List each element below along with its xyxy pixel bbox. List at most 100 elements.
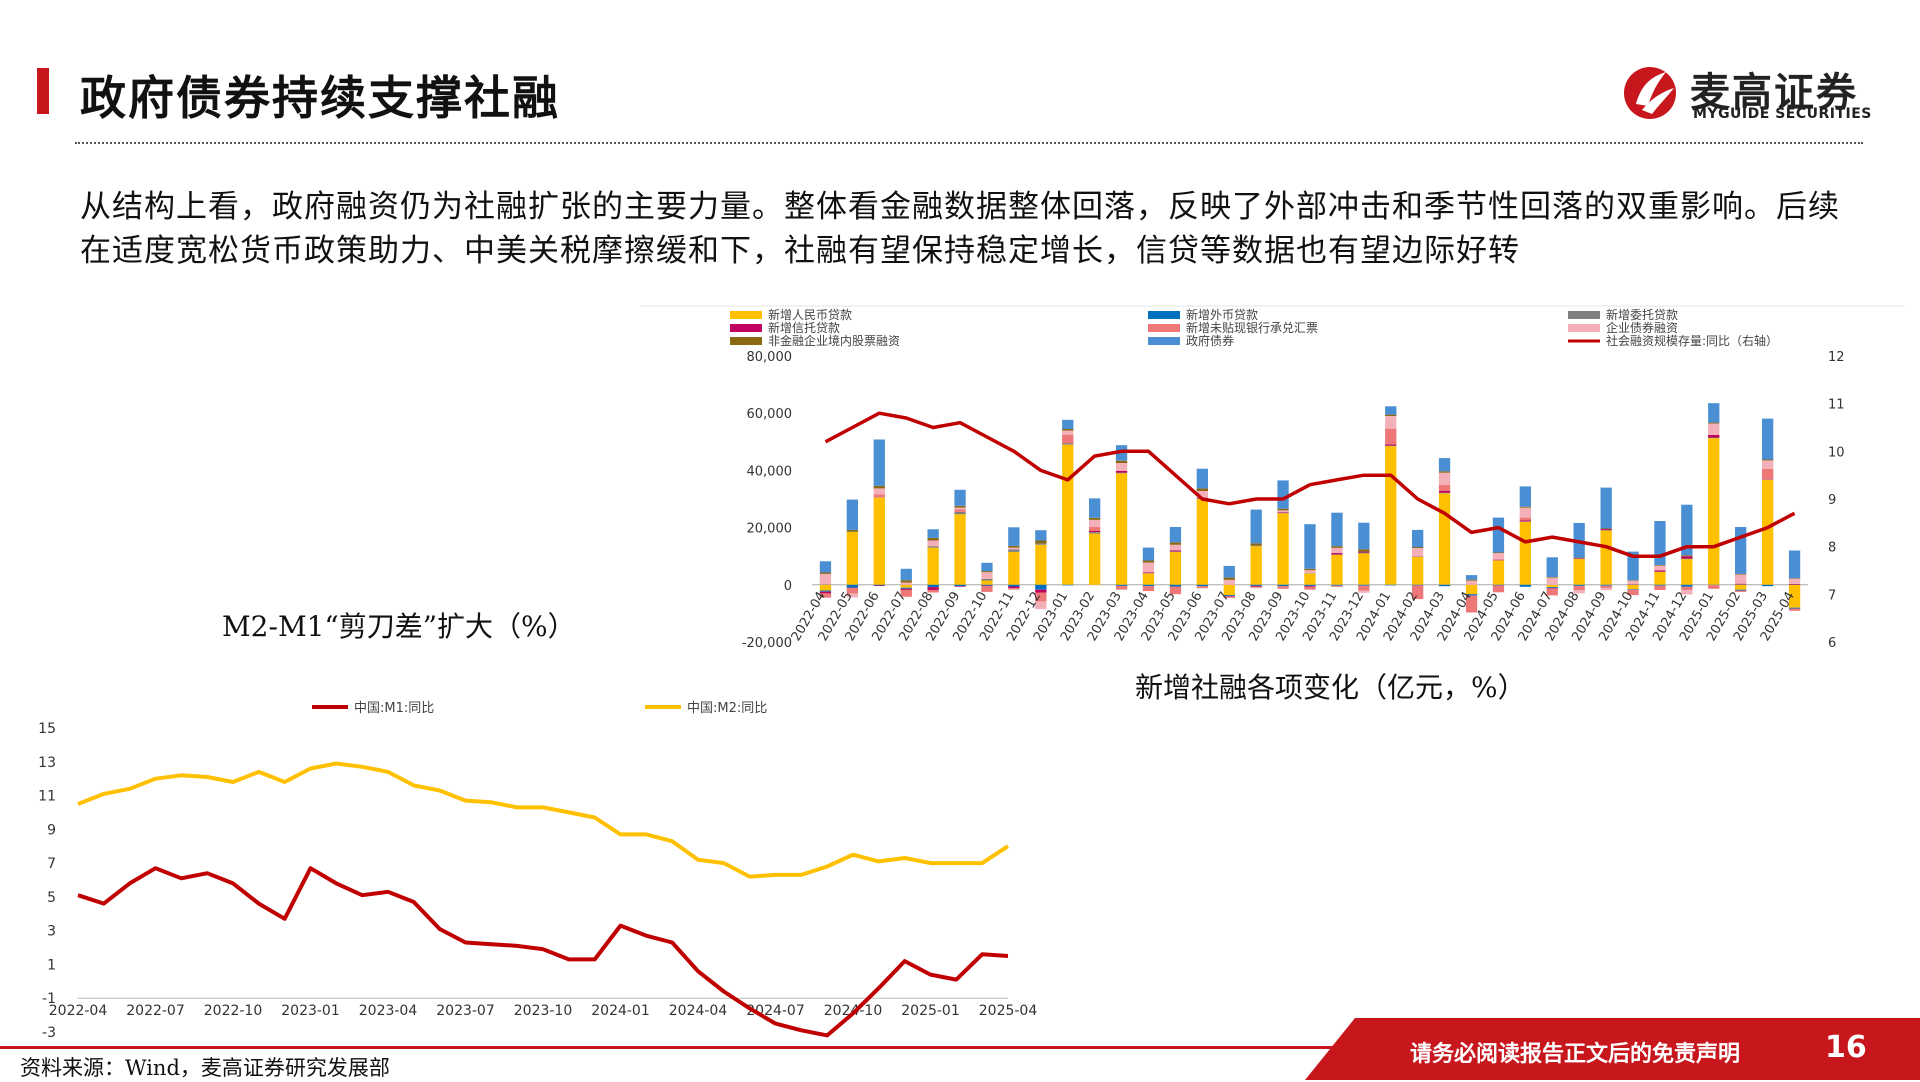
bar-segment <box>1493 518 1504 553</box>
bar-segment <box>1601 530 1612 531</box>
bar-segment <box>1708 403 1719 422</box>
bar-segment <box>1089 533 1100 585</box>
bar-segment <box>1493 553 1504 554</box>
bar-segment <box>1439 585 1450 586</box>
legend-label: 新增未贴现银行承兑汇票 <box>1186 320 1318 335</box>
bar-segment <box>1035 545 1046 585</box>
bar-segment <box>1143 548 1154 561</box>
bar-segment <box>1008 588 1019 589</box>
bar-segment <box>1735 575 1746 584</box>
bar-segment <box>1520 518 1531 521</box>
legend-label: 政府债券 <box>1186 333 1234 348</box>
bar-segment <box>1062 429 1073 431</box>
bar-segment <box>1008 587 1019 589</box>
bar-segment <box>1304 570 1315 573</box>
x-tick-label: 2023-07 <box>436 1003 495 1019</box>
bar-segment <box>1681 556 1692 558</box>
bar-segment <box>1170 585 1181 587</box>
bar-segment <box>1251 586 1262 587</box>
bar-segment <box>1601 586 1612 588</box>
series-line-m2 <box>78 764 1008 877</box>
bar-segment <box>1304 585 1315 586</box>
bar-segment <box>1493 585 1504 592</box>
social-financing-chart: 新增人民币贷款新增外币贷款新增委托贷款新增信托贷款新增未贴现银行承兑汇票企业债券… <box>640 302 1905 662</box>
bar-segment <box>1331 585 1342 586</box>
bar-segment <box>1277 513 1288 585</box>
bar-segment <box>901 585 912 588</box>
bar-segment <box>847 500 858 530</box>
bar-segment <box>1520 521 1531 522</box>
bar-segment <box>1143 573 1154 584</box>
bar-segment <box>1466 580 1477 581</box>
bar-segment <box>1520 522 1531 585</box>
bar-segment <box>1735 585 1746 590</box>
disclaimer-text: 请务必阅读报告正文后的免责声明 <box>1410 1036 1740 1068</box>
bar-segment <box>874 498 885 585</box>
bar-segment <box>1681 587 1692 590</box>
bar-segment <box>1493 561 1504 585</box>
y-tick-label: 3 <box>47 924 56 940</box>
y-tick-label: 11 <box>38 789 56 805</box>
bar-segment <box>1547 585 1558 587</box>
bar-segment <box>1493 553 1504 560</box>
bar-segment <box>1331 513 1342 547</box>
bar-segment <box>847 530 858 532</box>
bar-segment <box>1197 586 1208 588</box>
bar-segment <box>928 541 939 547</box>
bar-segment <box>874 585 885 586</box>
bar-segment <box>1547 557 1558 577</box>
bar-segment <box>954 506 965 508</box>
bar-segment <box>1251 546 1262 585</box>
bar-segment <box>1251 543 1262 545</box>
y-right-tick-label: 6 <box>1828 636 1836 651</box>
bar-segment <box>981 563 992 571</box>
bar-segment <box>1708 435 1719 438</box>
bar-segment <box>1547 587 1558 588</box>
y-right-tick-label: 7 <box>1828 588 1836 603</box>
bar-segment <box>1089 498 1100 517</box>
y-left-tick-label: 80,000 <box>747 350 793 365</box>
bar-segment <box>1627 581 1638 584</box>
bar-segment <box>1304 569 1315 570</box>
bar-segment <box>1062 435 1073 444</box>
bar-segment <box>1170 527 1181 542</box>
bar-segment <box>1601 585 1612 586</box>
x-tick-label: 2023-10 <box>514 1003 573 1019</box>
bar-segment <box>1089 520 1100 527</box>
bar-segment <box>1385 406 1396 414</box>
bar-segment <box>1385 446 1396 585</box>
bar-segment <box>1331 546 1342 548</box>
bar-segment <box>1116 586 1127 590</box>
bar-segment <box>1412 585 1423 586</box>
bar-segment <box>1251 585 1262 586</box>
bar-segment <box>1789 579 1800 584</box>
bar-segment <box>820 573 831 574</box>
bar-segment <box>1627 585 1638 589</box>
bar-segment <box>1762 419 1773 460</box>
bar-segment <box>1008 585 1019 587</box>
bar-segment <box>1358 549 1369 551</box>
bar-segment <box>1143 573 1154 574</box>
legend-label: 企业债券融资 <box>1606 320 1678 335</box>
bar-segment <box>1762 460 1773 468</box>
legend-swatch <box>730 311 762 319</box>
bar-segment <box>1008 549 1019 552</box>
y-tick-label: 13 <box>38 755 56 771</box>
bar-segment <box>1170 545 1181 551</box>
bar-segment <box>820 591 831 592</box>
bar-segment <box>1789 578 1800 579</box>
bar-segment <box>1789 551 1800 579</box>
y-tick-label: 15 <box>38 721 56 737</box>
bar-segment <box>1601 588 1612 590</box>
bar-segment <box>1197 469 1208 489</box>
legend-swatch <box>1568 324 1600 332</box>
footer-line <box>0 1046 1340 1049</box>
bar-segment <box>1008 548 1019 550</box>
bar-segment <box>874 585 885 586</box>
bar-segment <box>1439 493 1450 585</box>
bar-segment <box>1439 491 1450 493</box>
bar-segment <box>1735 590 1746 591</box>
bar-segment <box>1654 521 1665 565</box>
bar-segment <box>1170 551 1181 552</box>
bar-segment <box>901 580 912 582</box>
